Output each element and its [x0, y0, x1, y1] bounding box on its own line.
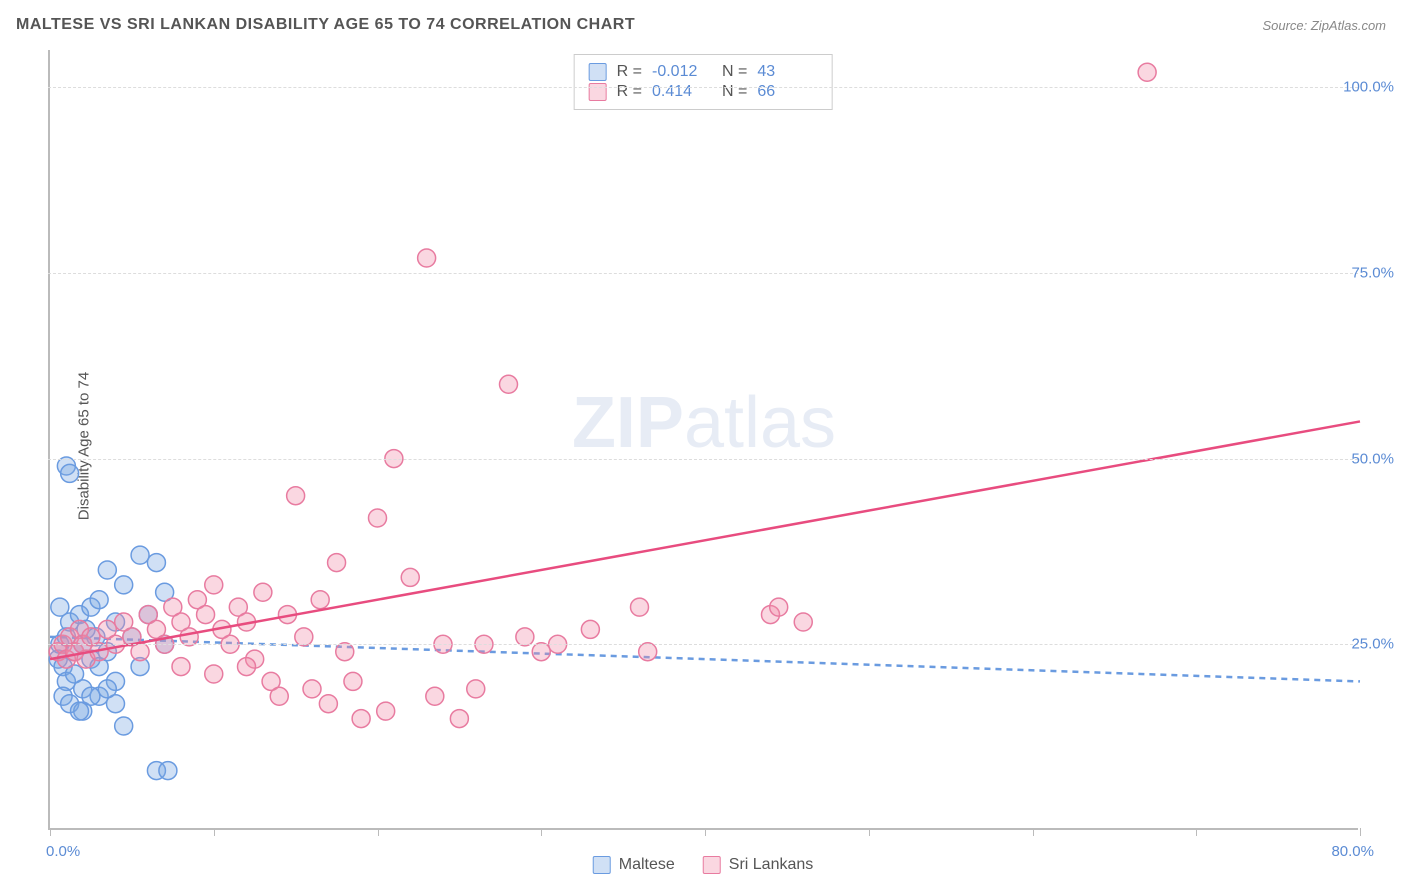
n-value: 43	[757, 63, 817, 81]
legend-label: Maltese	[619, 856, 675, 874]
x-tick	[1196, 828, 1197, 836]
x-tick	[1360, 828, 1361, 836]
r-value: 0.414	[652, 83, 712, 101]
y-tick-label: 25.0%	[1351, 636, 1394, 653]
n-label: N =	[722, 83, 747, 101]
x-tick	[1033, 828, 1034, 836]
data-point	[172, 658, 190, 676]
legend-label: Sri Lankans	[729, 856, 814, 874]
legend-swatch	[589, 83, 607, 101]
series-legend: Maltese Sri Lankans	[593, 856, 814, 874]
data-point	[61, 464, 79, 482]
data-point	[794, 613, 812, 631]
x-axis-min-label: 0.0%	[46, 843, 80, 860]
x-tick	[214, 828, 215, 836]
x-axis-max-label: 80.0%	[1331, 843, 1374, 860]
n-value: 66	[757, 83, 817, 101]
gridline	[48, 87, 1358, 88]
data-point	[159, 762, 177, 780]
data-point	[205, 665, 223, 683]
stats-legend: R = -0.012 N = 43 R = 0.414 N = 66	[574, 54, 833, 110]
x-tick	[50, 828, 51, 836]
legend-item: Sri Lankans	[703, 856, 814, 874]
source-label: Source: ZipAtlas.com	[1262, 18, 1386, 33]
data-point	[328, 554, 346, 572]
data-point	[90, 591, 108, 609]
legend-swatch	[589, 63, 607, 81]
data-point	[450, 710, 468, 728]
data-point	[426, 687, 444, 705]
data-point	[532, 643, 550, 661]
trendline	[50, 421, 1360, 659]
stats-legend-row: R = 0.414 N = 66	[589, 83, 818, 101]
r-value: -0.012	[652, 63, 712, 81]
data-point	[147, 554, 165, 572]
x-tick	[705, 828, 706, 836]
data-point	[82, 687, 100, 705]
data-point	[180, 628, 198, 646]
x-tick	[869, 828, 870, 836]
scatter-plot-svg	[50, 50, 1358, 828]
data-point	[418, 249, 436, 267]
gridline	[48, 644, 1358, 645]
legend-swatch	[593, 856, 611, 874]
y-tick-label: 100.0%	[1343, 79, 1394, 96]
data-point	[500, 375, 518, 393]
data-point	[287, 487, 305, 505]
data-point	[369, 509, 387, 527]
data-point	[311, 591, 329, 609]
data-point	[631, 598, 649, 616]
gridline	[48, 459, 1358, 460]
gridline	[48, 273, 1358, 274]
data-point	[205, 576, 223, 594]
legend-swatch	[703, 856, 721, 874]
data-point	[98, 680, 116, 698]
data-point	[377, 702, 395, 720]
data-point	[197, 606, 215, 624]
n-label: N =	[722, 63, 747, 81]
data-point	[295, 628, 313, 646]
data-point	[1138, 63, 1156, 81]
chart-title: MALTESE VS SRI LANKAN DISABILITY AGE 65 …	[16, 16, 635, 34]
data-point	[254, 583, 272, 601]
data-point	[98, 561, 116, 579]
data-point	[467, 680, 485, 698]
y-tick-label: 50.0%	[1351, 450, 1394, 467]
stats-legend-row: R = -0.012 N = 43	[589, 63, 818, 81]
data-point	[238, 658, 256, 676]
legend-item: Maltese	[593, 856, 675, 874]
data-point	[352, 710, 370, 728]
data-point	[115, 576, 133, 594]
data-point	[344, 672, 362, 690]
x-tick	[541, 828, 542, 836]
data-point	[770, 598, 788, 616]
data-point	[303, 680, 321, 698]
x-tick	[378, 828, 379, 836]
data-point	[131, 546, 149, 564]
data-point	[639, 643, 657, 661]
data-point	[51, 598, 69, 616]
data-point	[581, 620, 599, 638]
data-point	[336, 643, 354, 661]
data-point	[401, 568, 419, 586]
r-label: R =	[617, 63, 642, 81]
data-point	[131, 643, 149, 661]
data-point	[319, 695, 337, 713]
plot-area: ZIPatlas	[48, 50, 1358, 830]
data-point	[70, 702, 88, 720]
data-point	[516, 628, 534, 646]
data-point	[115, 717, 133, 735]
y-tick-label: 75.0%	[1351, 264, 1394, 281]
r-label: R =	[617, 83, 642, 101]
data-point	[270, 687, 288, 705]
